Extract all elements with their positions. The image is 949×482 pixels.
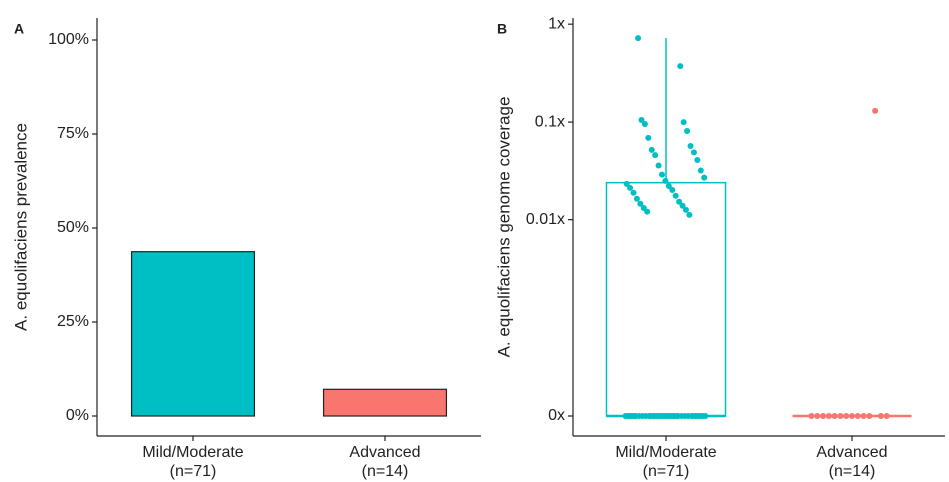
point [648, 146, 655, 153]
y-tick-label: 75% [57, 125, 89, 142]
point [701, 174, 708, 181]
x-tick-label: Advanced (n=14) [816, 444, 887, 480]
point [630, 189, 637, 196]
x-tick-label: Mild/Moderate (n=71) [142, 444, 243, 480]
point [635, 35, 642, 42]
point [680, 119, 687, 126]
point [676, 198, 683, 205]
y-tick-label: 50% [57, 219, 89, 236]
point [877, 413, 884, 419]
box [605, 181, 727, 417]
point [883, 413, 890, 419]
x-tick-label: Mild/Moderate (n=71) [615, 444, 716, 480]
point [702, 413, 709, 419]
point [644, 208, 651, 215]
point [686, 211, 693, 218]
point [677, 63, 684, 70]
point [623, 180, 630, 187]
point [690, 149, 697, 156]
panel-label: A [14, 21, 24, 37]
point [641, 121, 648, 128]
point [825, 413, 832, 419]
point [659, 171, 666, 178]
point [655, 162, 662, 169]
point [820, 413, 827, 419]
point [849, 413, 855, 419]
point [672, 192, 679, 199]
point [808, 413, 815, 419]
point [669, 186, 676, 193]
point [679, 202, 686, 209]
point [652, 152, 659, 159]
point [684, 128, 691, 135]
point [673, 413, 680, 419]
y-tick-label: 0.01x [526, 211, 565, 228]
point [860, 413, 867, 419]
y-tick-label: 0% [66, 407, 89, 424]
point [866, 413, 873, 419]
point [633, 195, 640, 202]
point [831, 413, 838, 419]
point [682, 206, 689, 213]
point [697, 167, 704, 174]
point [637, 200, 644, 207]
point [687, 142, 694, 149]
point [694, 156, 701, 163]
y-tick-label: 1x [548, 15, 565, 32]
panel-label: B [497, 21, 507, 37]
point [665, 182, 672, 189]
bar [130, 251, 256, 417]
point [631, 413, 638, 419]
point [814, 413, 821, 419]
y-tick-label: 0x [548, 407, 565, 424]
point [854, 413, 861, 419]
point [837, 413, 844, 419]
y-axis-title: A. equolifaciens prevalence [11, 123, 30, 331]
point [627, 184, 634, 191]
y-axis-title: A. equolifaciens genome coverage [494, 97, 513, 358]
point [645, 134, 652, 141]
y-tick-label: 25% [57, 313, 89, 330]
bar [322, 388, 448, 417]
y-tick-label: 0.1x [535, 113, 565, 130]
point [872, 107, 879, 114]
y-tick-label: 100% [48, 31, 89, 48]
point [843, 413, 850, 419]
x-tick-label: Advanced (n=14) [349, 444, 420, 480]
point [662, 177, 669, 184]
point [638, 117, 645, 124]
